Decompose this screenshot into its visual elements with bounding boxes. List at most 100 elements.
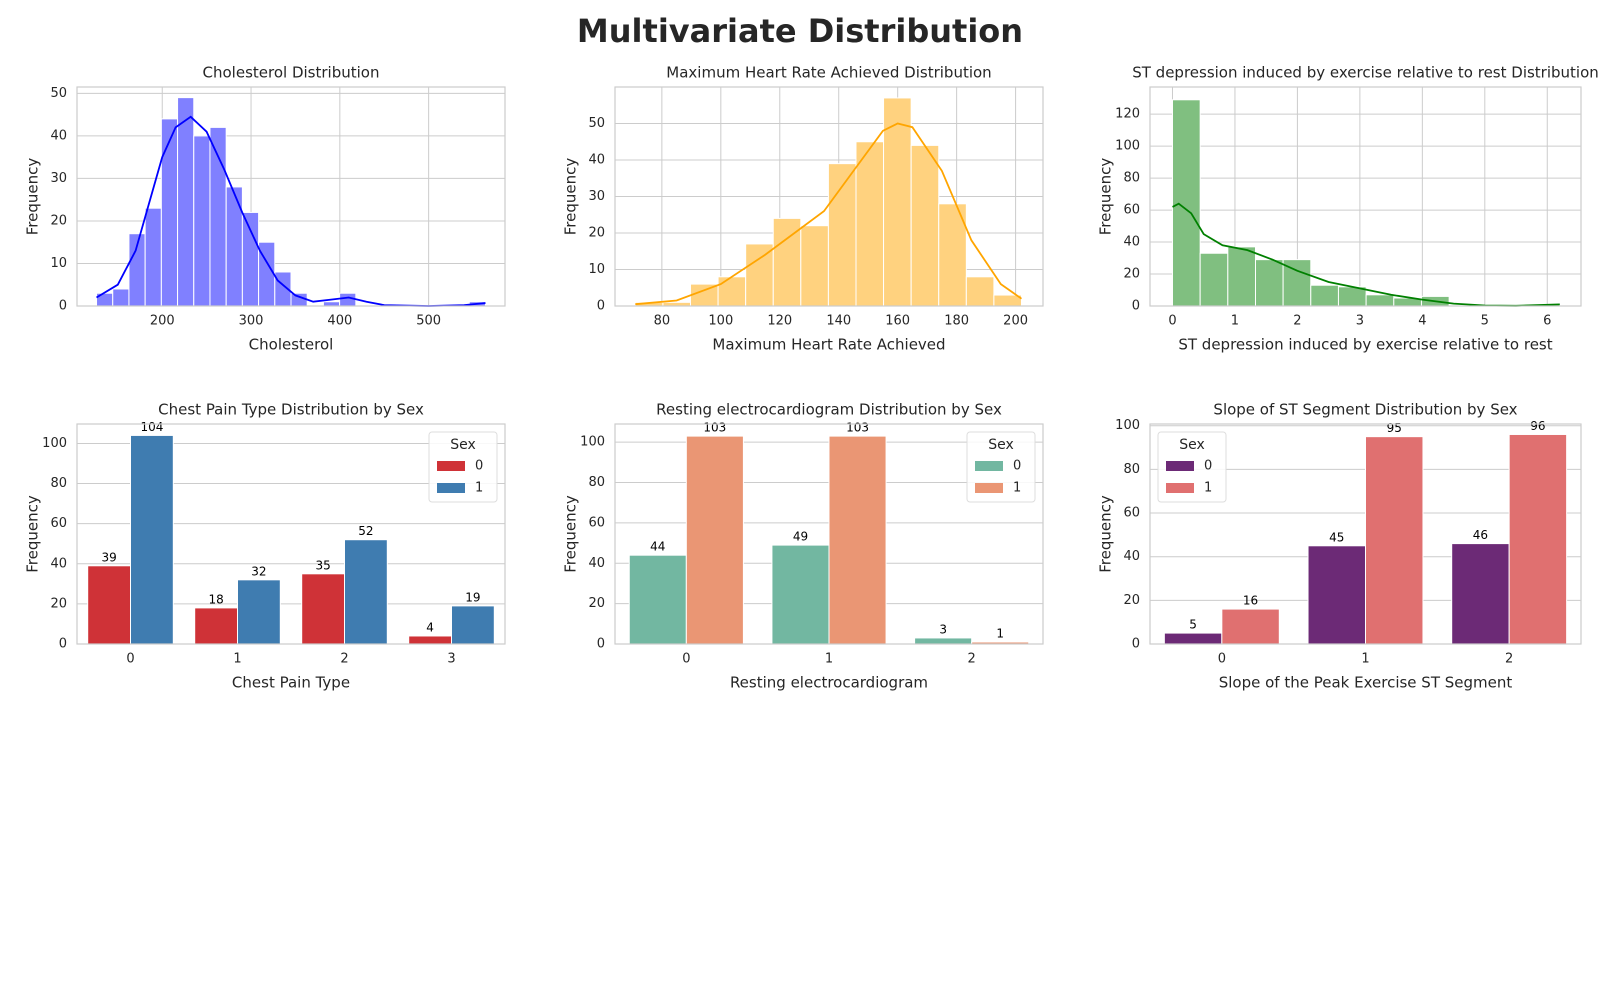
y-axis-label: Frequency	[1097, 495, 1115, 573]
y-tick-label: 60	[50, 516, 67, 531]
histogram-bar	[322, 301, 341, 307]
bar-value-label: 18	[208, 592, 223, 606]
legend-swatch	[975, 461, 1003, 471]
bar	[87, 565, 131, 645]
y-tick-label: 20	[1123, 593, 1140, 608]
bar	[301, 573, 346, 645]
x-axis-label: Chest Pain Type	[232, 674, 350, 692]
y-tick-label: 20	[1123, 267, 1140, 282]
y-axis-label: Frequency	[24, 158, 42, 236]
legend-title: Sex	[988, 437, 1014, 453]
bar	[828, 435, 887, 645]
x-tick-label: 2	[1293, 314, 1301, 329]
x-tick-label: 3	[447, 652, 455, 667]
x-tick-label: 5	[1481, 314, 1489, 329]
bar-value-label: 45	[1329, 530, 1344, 544]
x-tick-label: 2	[968, 652, 976, 667]
x-tick-label: 0	[682, 652, 690, 667]
y-tick-label: 40	[50, 128, 67, 143]
bar	[1365, 436, 1424, 645]
bar-value-label: 103	[703, 421, 726, 435]
x-tick-label: 1	[233, 652, 241, 667]
subplot-title: Slope of ST Segment Distribution by Sex	[1213, 401, 1517, 419]
bar	[628, 554, 687, 645]
kde-line	[635, 122, 1023, 306]
y-tick-label: 30	[50, 171, 67, 186]
histogram-bar	[160, 118, 179, 307]
legend: Sex 0 1	[966, 431, 1036, 503]
bar-value-label: 44	[650, 540, 665, 554]
y-tick-label: 20	[588, 226, 605, 241]
bar-value-label: 49	[793, 530, 808, 544]
x-tick-label: 6	[1543, 314, 1551, 329]
legend-title: Sex	[450, 437, 476, 453]
x-axis-label: Resting electrocardiogram	[730, 674, 928, 692]
histogram-bar	[1365, 294, 1395, 307]
axes-frame	[1149, 423, 1582, 645]
legend-label: 1	[475, 481, 483, 496]
y-tick-label: 20	[50, 213, 67, 228]
y-tick-label: 60	[1123, 506, 1140, 521]
bar-value-label: 3	[939, 622, 947, 636]
x-tick-label: 2	[340, 652, 348, 667]
bar	[194, 607, 238, 645]
bar	[408, 635, 453, 645]
histogram-bar	[800, 225, 829, 307]
axes-frame	[76, 86, 506, 307]
y-tick-label: 60	[588, 515, 605, 530]
y-tick-label: 20	[588, 596, 605, 611]
y-axis-label: Frequency	[562, 495, 580, 573]
bar-value-label: 103	[846, 421, 869, 435]
y-tick-label: 40	[588, 153, 605, 168]
subplot-title: Cholesterol Distribution	[203, 64, 380, 82]
histogram-bar	[1171, 99, 1201, 307]
legend-label: 0	[1204, 459, 1212, 474]
bar-value-label: 16	[1243, 594, 1258, 608]
bar	[1163, 632, 1223, 645]
legend-swatch	[437, 461, 465, 471]
histogram-bar	[1199, 252, 1229, 307]
bar-value-label: 46	[1473, 528, 1488, 542]
subplot: Maximum Heart Rate Achieved Distribution…	[562, 64, 1044, 354]
y-tick-label: 40	[50, 556, 67, 571]
legend-label: 0	[1013, 459, 1021, 474]
x-tick-label: 0	[126, 652, 134, 667]
x-tick-label: 160	[885, 314, 910, 329]
y-tick-label: 0	[597, 637, 605, 652]
bar-value-label: 104	[140, 420, 163, 434]
legend-swatch	[1166, 461, 1194, 471]
legend: Sex 0 1	[1157, 431, 1227, 503]
histogram-bar	[883, 97, 912, 307]
bar	[130, 434, 174, 645]
bar-value-label: 5	[1189, 618, 1197, 632]
bar	[685, 435, 744, 645]
y-tick-label: 100	[1115, 418, 1140, 433]
histogram-bar	[209, 126, 227, 307]
bar-value-label: 4	[426, 620, 434, 634]
subplot: Cholesterol Distribution Cholesterol Frequ…	[24, 64, 506, 354]
x-tick-label: 140	[826, 314, 851, 329]
histogram-bar	[1310, 284, 1339, 307]
x-tick-label: 200	[1003, 314, 1028, 329]
y-tick-label: 0	[597, 299, 605, 314]
legend-swatch	[1166, 483, 1194, 493]
y-axis-label: Frequency	[562, 158, 580, 236]
y-tick-label: 40	[588, 556, 605, 571]
y-tick-label: 10	[588, 262, 605, 277]
y-tick-label: 0	[59, 637, 67, 652]
y-tick-label: 40	[1123, 235, 1140, 250]
bar	[451, 605, 495, 645]
y-tick-label: 40	[1123, 549, 1140, 564]
legend-label: 1	[1013, 481, 1021, 496]
subplot: Chest Pain Type Distribution by Sex Chest…	[24, 401, 506, 692]
axes-frame	[76, 423, 506, 645]
axes-frame	[614, 423, 1044, 645]
subplot-title: Resting electrocardiogram Distribution b…	[656, 401, 1002, 419]
x-axis-label: Cholesterol	[249, 336, 334, 354]
bar-value-label: 39	[101, 550, 116, 564]
x-tick-label: 300	[239, 314, 264, 329]
x-tick-label: 1	[1361, 652, 1369, 667]
